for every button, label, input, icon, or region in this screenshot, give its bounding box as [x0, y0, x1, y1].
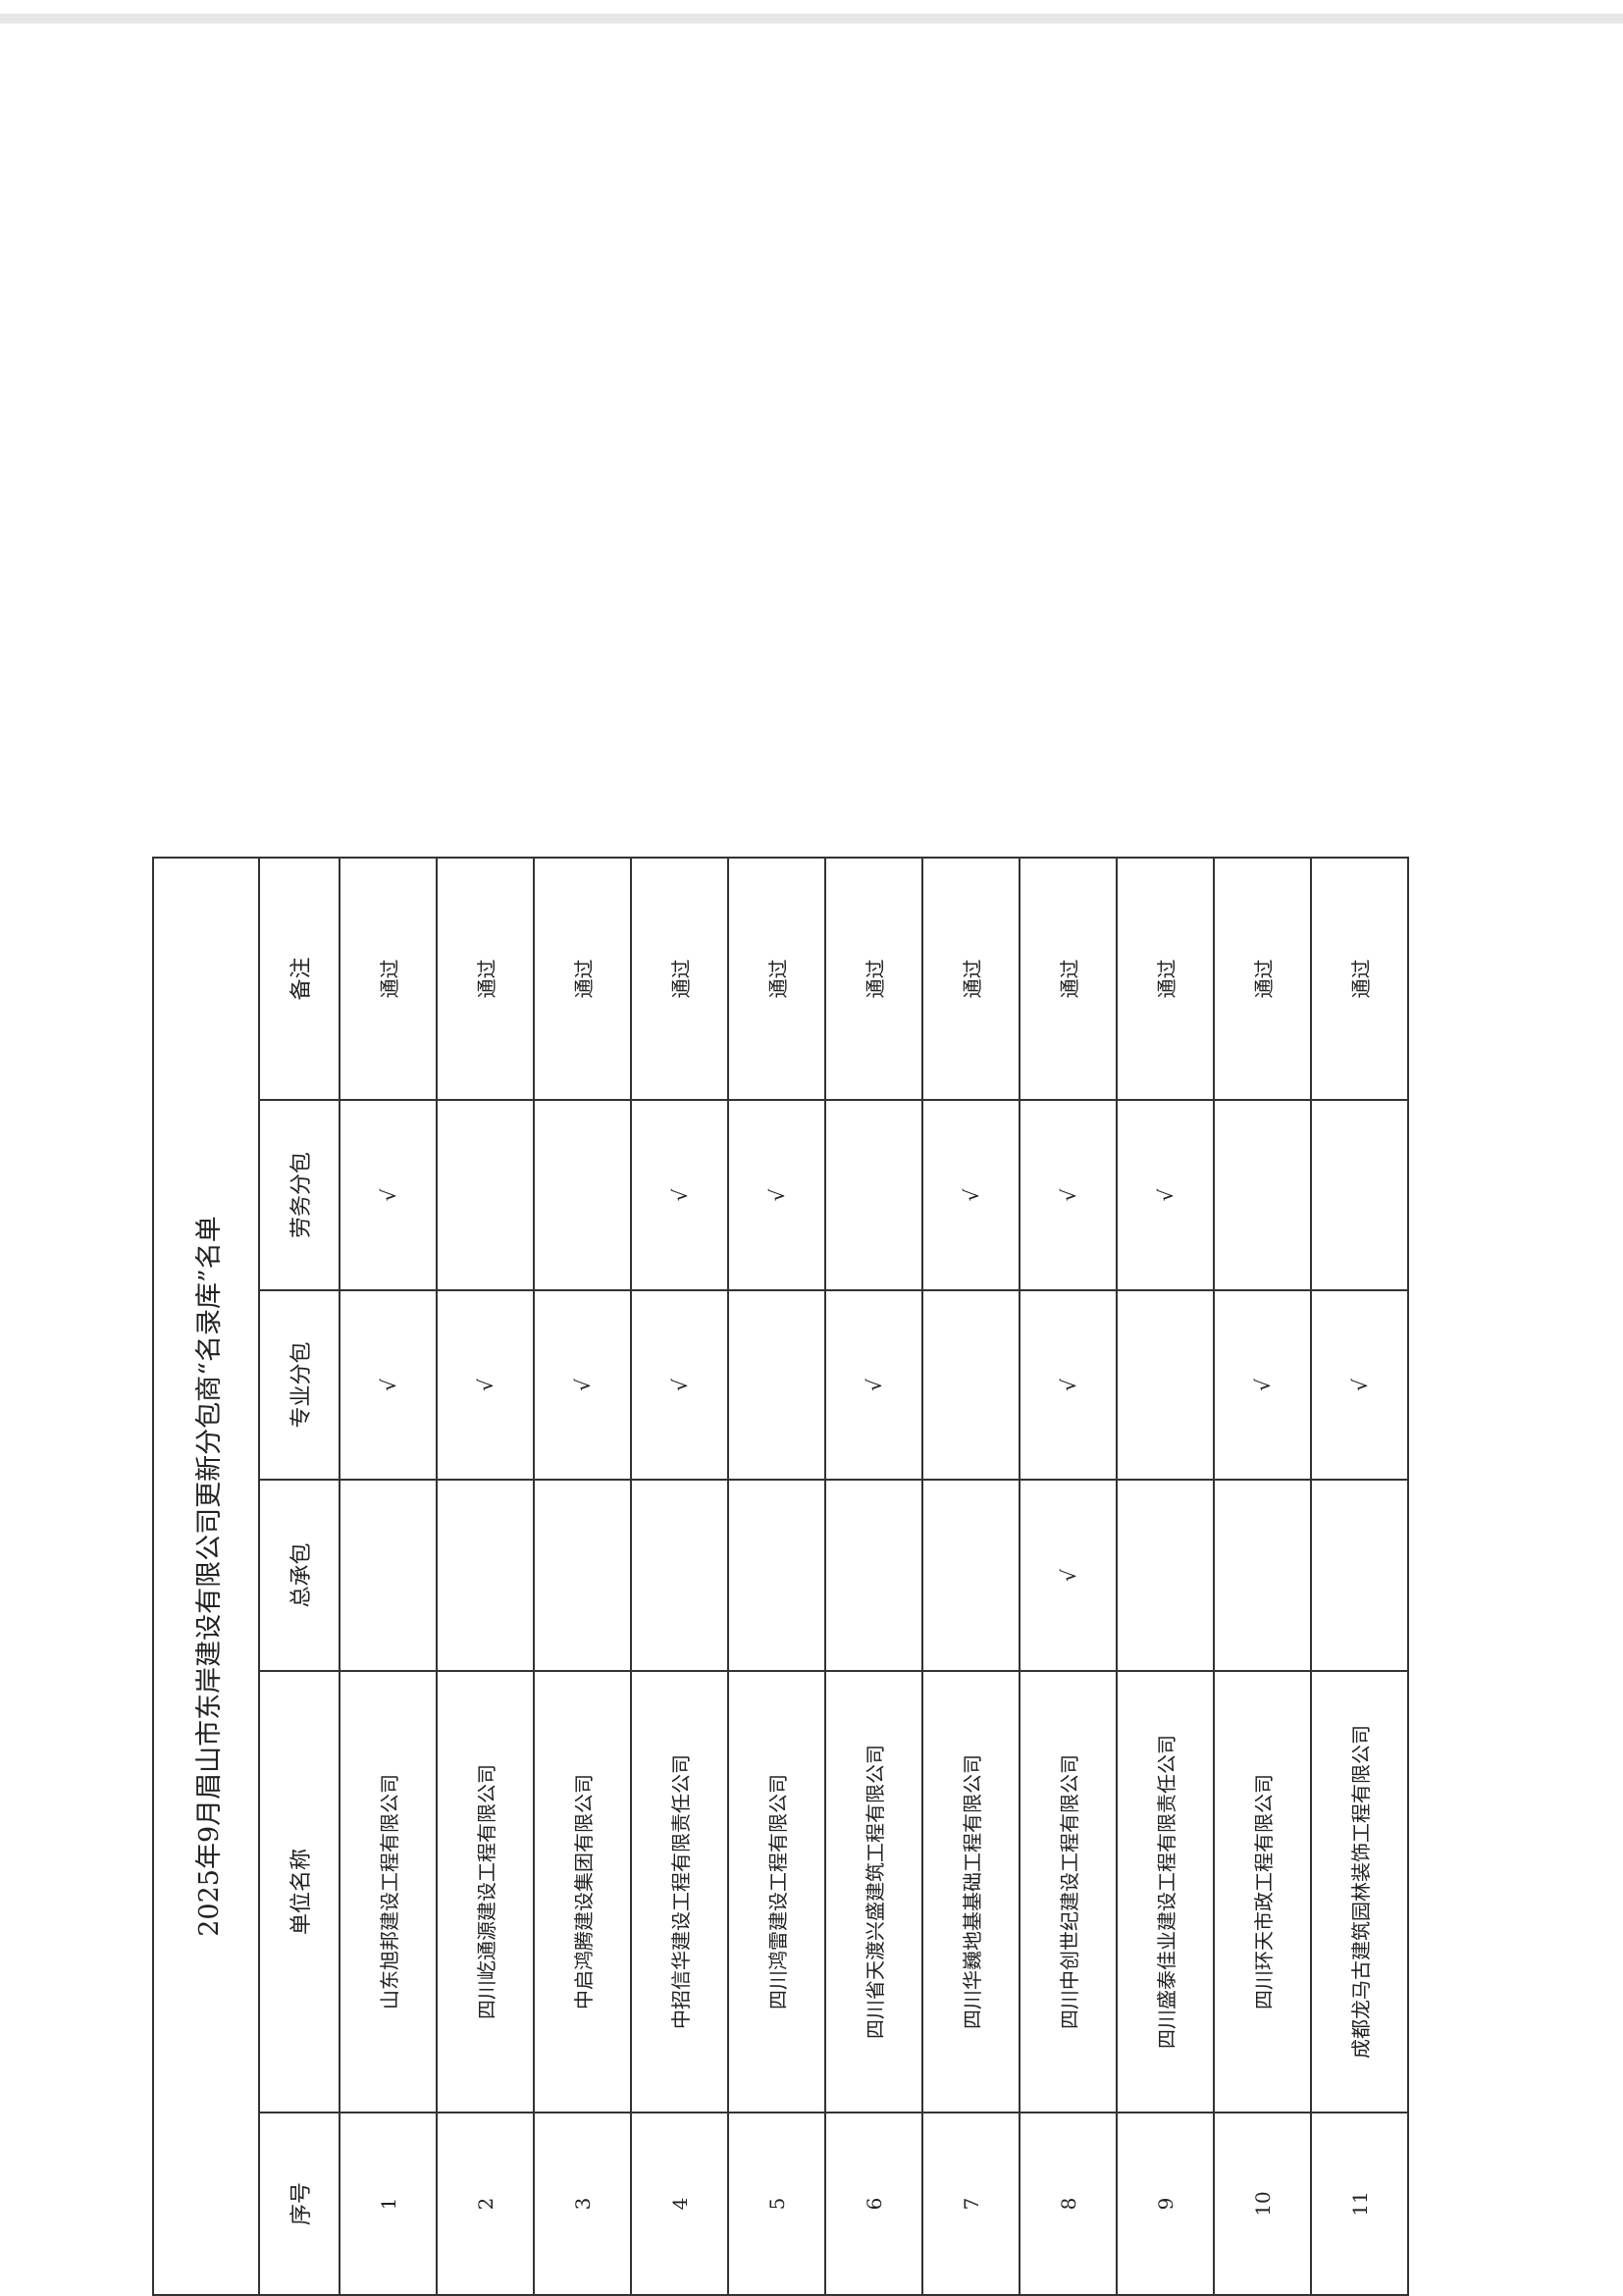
- general-contract-cell: √: [1020, 1480, 1117, 1671]
- table-row: 6 四川省天渡兴盛建筑工程有限公司 √ 通过: [825, 858, 922, 2295]
- general-contract-cell: [728, 1480, 825, 1671]
- labor-subcontract-cell: √: [728, 1100, 825, 1290]
- header-general: 总承包: [259, 1480, 340, 1671]
- general-contract-cell: [1117, 1480, 1214, 1671]
- remark-cell: 通过: [1117, 858, 1214, 1100]
- table-row: 10 四川环天市政工程有限公司 √ 通过: [1214, 858, 1311, 2295]
- company-name: 成都龙马古建筑园林装饰工程有限公司: [1311, 1671, 1408, 2113]
- remark-cell: 通过: [340, 858, 437, 1100]
- general-contract-cell: [922, 1480, 1020, 1671]
- remark-cell: 通过: [631, 858, 728, 1100]
- specialty-subcontract-cell: √: [1214, 1290, 1311, 1480]
- remark-cell: 通过: [1311, 858, 1408, 1100]
- specialty-subcontract-cell: [1117, 1290, 1214, 1480]
- labor-subcontract-cell: [1214, 1100, 1311, 1290]
- specialty-subcontract-cell: √: [534, 1290, 631, 1480]
- header-specialty: 专业分包: [259, 1290, 340, 1480]
- row-number: 7: [922, 2113, 1020, 2295]
- company-name: 四川环天市政工程有限公司: [1214, 1671, 1311, 2113]
- company-name: 四川华巍地基基础工程有限公司: [922, 1671, 1020, 2113]
- labor-subcontract-cell: [534, 1100, 631, 1290]
- remark-cell: 通过: [922, 858, 1020, 1100]
- row-number: 1: [340, 2113, 437, 2295]
- company-name: 四川鸿雷建设工程有限公司: [728, 1671, 825, 2113]
- general-contract-cell: [1311, 1480, 1408, 1671]
- table-row: 9 四川盛泰佳业建设工程有限责任公司 √ 通过: [1117, 858, 1214, 2295]
- subcontractor-list-table: 2025年9月眉山市东岸建设有限公司更新分包商“名录库”名单 序号 单位名称 总…: [152, 857, 1409, 2296]
- general-contract-cell: [534, 1480, 631, 1671]
- remark-cell: 通过: [728, 858, 825, 1100]
- table-row: 11 成都龙马古建筑园林装饰工程有限公司 √ 通过: [1311, 858, 1408, 2295]
- labor-subcontract-cell: √: [631, 1100, 728, 1290]
- general-contract-cell: [340, 1480, 437, 1671]
- table-row: 3 中启鸿腾建设集团有限公司 √ 通过: [534, 858, 631, 2295]
- row-number: 10: [1214, 2113, 1311, 2295]
- general-contract-cell: [1214, 1480, 1311, 1671]
- labor-subcontract-cell: √: [1020, 1100, 1117, 1290]
- company-name: 四川省天渡兴盛建筑工程有限公司: [825, 1671, 922, 2113]
- row-number: 8: [1020, 2113, 1117, 2295]
- rotated-table-container: 2025年9月眉山市东岸建设有限公司更新分包商“名录库”名单 序号 单位名称 总…: [152, 858, 1408, 2296]
- remark-cell: 通过: [534, 858, 631, 1100]
- company-name: 四川盛泰佳业建设工程有限责任公司: [1117, 1671, 1214, 2113]
- table-row: 2 四川屹通源建设工程有限公司 √ 通过: [437, 858, 534, 2295]
- labor-subcontract-cell: [437, 1100, 534, 1290]
- header-no: 序号: [259, 2113, 340, 2295]
- row-number: 6: [825, 2113, 922, 2295]
- company-name: 四川中创世纪建设工程有限公司: [1020, 1671, 1117, 2113]
- header-remark: 备注: [259, 858, 340, 1100]
- general-contract-cell: [631, 1480, 728, 1671]
- scan-edge: [0, 14, 1623, 24]
- company-name: 四川屹通源建设工程有限公司: [437, 1671, 534, 2113]
- specialty-subcontract-cell: √: [437, 1290, 534, 1480]
- table-row: 5 四川鸿雷建设工程有限公司 √ 通过: [728, 858, 825, 2295]
- header-name: 单位名称: [259, 1671, 340, 2113]
- specialty-subcontract-cell: √: [1020, 1290, 1117, 1480]
- labor-subcontract-cell: √: [922, 1100, 1020, 1290]
- document-title: 2025年9月眉山市东岸建设有限公司更新分包商“名录库”名单: [153, 858, 259, 2295]
- remark-cell: 通过: [1214, 858, 1311, 1100]
- row-number: 4: [631, 2113, 728, 2295]
- labor-subcontract-cell: [1311, 1100, 1408, 1290]
- company-name: 山东旭邦建设工程有限公司: [340, 1671, 437, 2113]
- remark-cell: 通过: [437, 858, 534, 1100]
- row-number: 2: [437, 2113, 534, 2295]
- row-number: 5: [728, 2113, 825, 2295]
- table-row: 4 中招信华建设工程有限责任公司 √ √ 通过: [631, 858, 728, 2295]
- general-contract-cell: [825, 1480, 922, 1671]
- specialty-subcontract-cell: √: [631, 1290, 728, 1480]
- specialty-subcontract-cell: √: [1311, 1290, 1408, 1480]
- labor-subcontract-cell: √: [1117, 1100, 1214, 1290]
- specialty-subcontract-cell: √: [825, 1290, 922, 1480]
- remark-cell: 通过: [1020, 858, 1117, 1100]
- table-row: 7 四川华巍地基基础工程有限公司 √ 通过: [922, 858, 1020, 2295]
- remark-cell: 通过: [825, 858, 922, 1100]
- specialty-subcontract-cell: [728, 1290, 825, 1480]
- company-name: 中启鸿腾建设集团有限公司: [534, 1671, 631, 2113]
- specialty-subcontract-cell: [922, 1290, 1020, 1480]
- row-number: 11: [1311, 2113, 1408, 2295]
- general-contract-cell: [437, 1480, 534, 1671]
- table-row: 1 山东旭邦建设工程有限公司 √ √ 通过: [340, 858, 437, 2295]
- specialty-subcontract-cell: √: [340, 1290, 437, 1480]
- row-number: 3: [534, 2113, 631, 2295]
- row-number: 9: [1117, 2113, 1214, 2295]
- company-name: 中招信华建设工程有限责任公司: [631, 1671, 728, 2113]
- labor-subcontract-cell: [825, 1100, 922, 1290]
- table-row: 8 四川中创世纪建设工程有限公司 √ √ √ 通过: [1020, 858, 1117, 2295]
- header-labor: 劳务分包: [259, 1100, 340, 1290]
- labor-subcontract-cell: √: [340, 1100, 437, 1290]
